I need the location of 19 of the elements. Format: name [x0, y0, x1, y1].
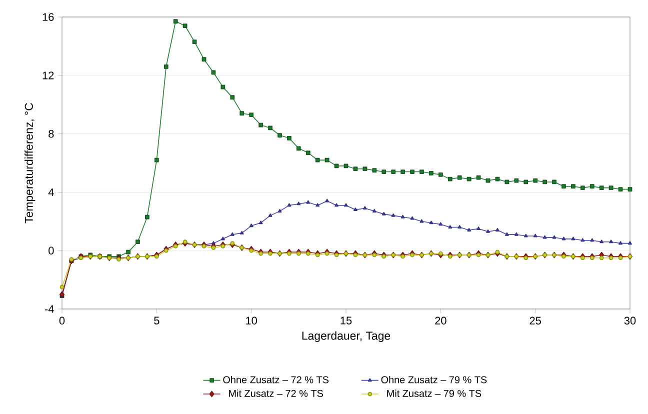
y-tick-label: 12	[42, 72, 54, 80]
x-tick-label: 0	[59, 316, 65, 325]
y-tick-label: 4	[48, 188, 54, 196]
y-tick-label: -4	[44, 305, 54, 313]
x-tick-label: 5	[154, 316, 160, 324]
x-tick-label: 20	[435, 316, 446, 325]
x-axis-title: Lagerdauer, Tage	[302, 331, 390, 342]
y-tick-label: 8	[48, 130, 54, 138]
x-tick-label: 30	[624, 316, 636, 325]
x-tick-label: 10	[246, 316, 257, 325]
x-tick-label: 15	[340, 316, 352, 324]
y-tick-label: 0	[48, 246, 54, 254]
x-tick-label: 25	[530, 316, 541, 325]
legend-label: Ohne Zusatz – 72 % TS	[223, 376, 329, 384]
legend-label: Mit Zusatz – 79 % TS	[387, 390, 482, 397]
legend-label: Mit Zusatz – 72 % TS	[229, 390, 323, 397]
y-axis-title: Temperaturdifferenz, °C	[24, 103, 36, 224]
y-tick-label: 16	[42, 13, 54, 21]
legend-label: Ohne Zusatz – 79 % TS	[381, 376, 487, 384]
